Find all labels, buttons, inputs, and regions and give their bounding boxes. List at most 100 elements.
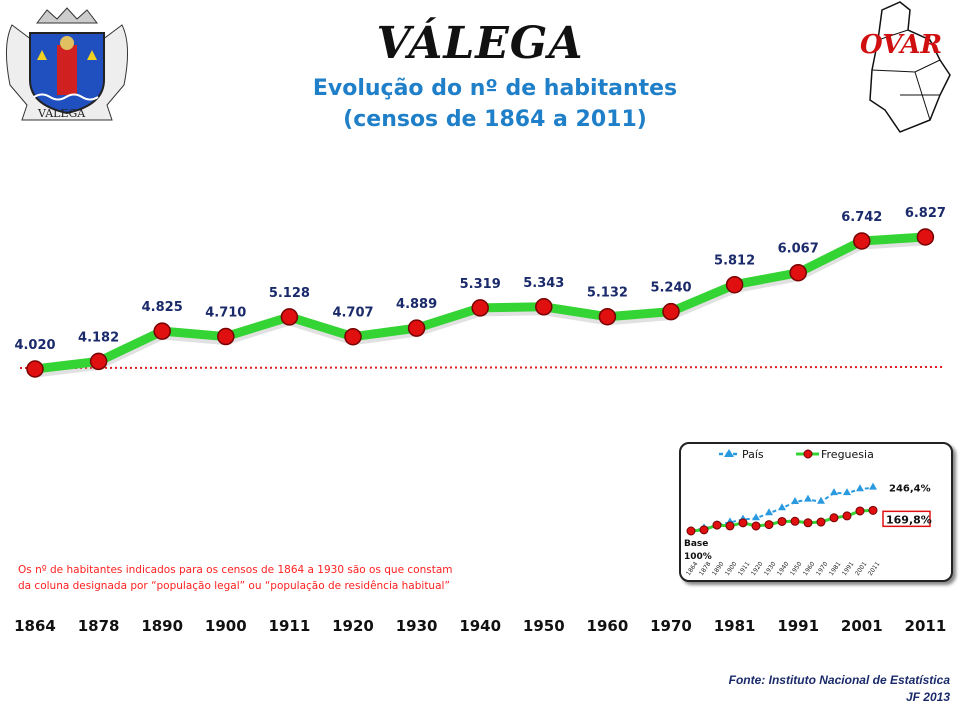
data-point-1981: [725, 275, 744, 294]
data-label-1890: 4.825: [142, 300, 183, 315]
freguesia-point-1878: [699, 525, 709, 535]
inset-chart-svg: País Freguesia Base 100% 246,4% 169,8% 1864187…: [684, 448, 932, 577]
freguesia-point-1950: [790, 516, 800, 526]
data-label-2011: 6.827: [905, 206, 946, 221]
footnote: Os nº de habitantes indicados para os ce…: [18, 562, 452, 594]
data-point-1970: [662, 302, 680, 321]
x-tick-label-1864: 1864: [14, 617, 56, 635]
data-label-1991: 6.067: [778, 242, 819, 257]
data-label-1981: 5.812: [714, 254, 755, 269]
pais-point-1991: [843, 488, 851, 496]
legend-pais-triangle-icon: [724, 449, 734, 457]
inset-x-tick-1890: 1890: [711, 560, 726, 577]
data-point-1930: [407, 319, 426, 337]
data-point-1890: [153, 322, 171, 340]
x-tick-label-1878: 1878: [78, 617, 120, 635]
pais-point-1981: [830, 488, 838, 496]
data-point-2011: [916, 228, 935, 246]
freguesia-point-1930: [764, 520, 774, 530]
data-label-1950: 5.343: [523, 276, 564, 291]
page-title: VÁLEGA: [376, 18, 584, 69]
data-point-1864: [26, 360, 44, 378]
data-point-1940: [471, 299, 489, 317]
x-tick-label-1970: 1970: [650, 617, 692, 635]
pais-point-1950: [791, 496, 799, 504]
freguesia-end-label: 169,8%: [886, 513, 932, 526]
freguesia-point-1920: [751, 521, 761, 531]
ovar-map-icon: [869, 1, 951, 133]
freguesia-point-1940: [777, 516, 787, 526]
x-tick-label-1920: 1920: [332, 617, 374, 635]
freguesia-point-1864: [686, 526, 696, 536]
inset-x-tick-1920: 1920: [750, 560, 765, 577]
data-label-2001: 6.742: [841, 210, 882, 225]
data-point-1960: [598, 307, 617, 326]
x-tick-label-2011: 2011: [905, 617, 947, 635]
x-tick-label-1981: 1981: [714, 617, 756, 635]
freguesia-point-2011: [868, 505, 878, 515]
crest-label: VÁLEGA: [38, 107, 86, 120]
x-tick-label-1991: 1991: [777, 617, 819, 635]
freguesia-point-1991: [842, 511, 852, 521]
inset-x-tick-1930: 1930: [763, 560, 778, 577]
data-point-1991: [789, 263, 807, 282]
freguesia-point-1981: [829, 513, 839, 523]
main-line-chart: 4.020 1864 4.182 1878 4.825 1890 4.710 1900 5.12…: [14, 206, 947, 635]
inset-x-tick-1900: 1900: [724, 560, 739, 577]
freguesia-point-1900: [725, 521, 735, 531]
x-tick-label-1960: 1960: [587, 617, 629, 635]
data-point-1900: [217, 327, 235, 346]
data-point-1950: [535, 298, 553, 316]
base-label: Base: [684, 539, 708, 549]
inset-x-tick-1878: 1878: [698, 560, 713, 577]
pais-point-1930: [765, 508, 773, 516]
pais-end-label: 246,4%: [889, 484, 931, 495]
source-line: Fonte: Instituto Nacional de Estatística: [728, 673, 950, 687]
map-label: OVAR: [860, 30, 943, 60]
data-point-1920: [344, 327, 362, 346]
inset-x-tick-2011: 2011: [867, 560, 882, 577]
freguesia-point-1890: [712, 520, 722, 530]
pais-point-2011: [869, 482, 877, 490]
author-line: JF 2013: [905, 690, 950, 704]
freguesia-point-1970: [816, 517, 826, 527]
data-label-1960: 5.132: [587, 286, 628, 301]
source: Fonte: Instituto Nacional de Estatística…: [729, 672, 950, 706]
inset-x-tick-1940: 1940: [776, 560, 791, 577]
baseline-dotted-line: [19, 366, 946, 369]
data-point-1878: [89, 352, 108, 371]
data-label-1930: 4.889: [396, 297, 437, 312]
data-label-1920: 4.707: [332, 306, 373, 321]
inset-x-tick-1960: 1960: [802, 560, 817, 577]
inset-x-tick-1911: 1911: [737, 560, 752, 577]
x-tick-label-1890: 1890: [141, 617, 183, 635]
inset-x-tick-1950: 1950: [789, 560, 804, 577]
data-point-2001: [853, 232, 871, 250]
base-pct-label: 100%: [684, 552, 712, 562]
data-point-1911: [280, 308, 299, 326]
data-label-1940: 5.319: [460, 277, 501, 292]
freguesia-end-box: [882, 510, 931, 528]
data-label-1900: 4.710: [205, 306, 246, 321]
freguesia-point-2001: [855, 506, 865, 516]
inset-x-tick-1970: 1970: [815, 560, 830, 577]
subtitle-line2: (censos de 1864 a 2011): [343, 107, 647, 132]
legend-freguesia-circle-icon: [803, 449, 813, 459]
data-label-1864: 4.020: [14, 338, 55, 353]
pais-point-1960: [804, 494, 812, 502]
x-tick-label-1900: 1900: [205, 617, 247, 635]
x-tick-label-1940: 1940: [459, 617, 501, 635]
footnote-line2: da coluna designada por “população legal…: [18, 580, 450, 592]
inset-x-tick-1864: 1864: [685, 560, 700, 577]
inset-x-tick-1991: 1991: [841, 560, 856, 577]
freguesia-point-1960: [803, 518, 813, 528]
x-tick-label-1930: 1930: [396, 617, 438, 635]
freguesia-point-1911: [738, 518, 748, 528]
data-label-1970: 5.240: [650, 281, 691, 296]
subtitle-line1: Evolução do nº de habitantes: [312, 76, 678, 101]
data-label-1878: 4.182: [78, 330, 119, 345]
legend-pais-label: País: [742, 448, 764, 461]
legend-freguesia-label: Freguesia: [821, 448, 874, 461]
footnote-line1: Os nº de habitantes indicados para os ce…: [18, 564, 453, 576]
